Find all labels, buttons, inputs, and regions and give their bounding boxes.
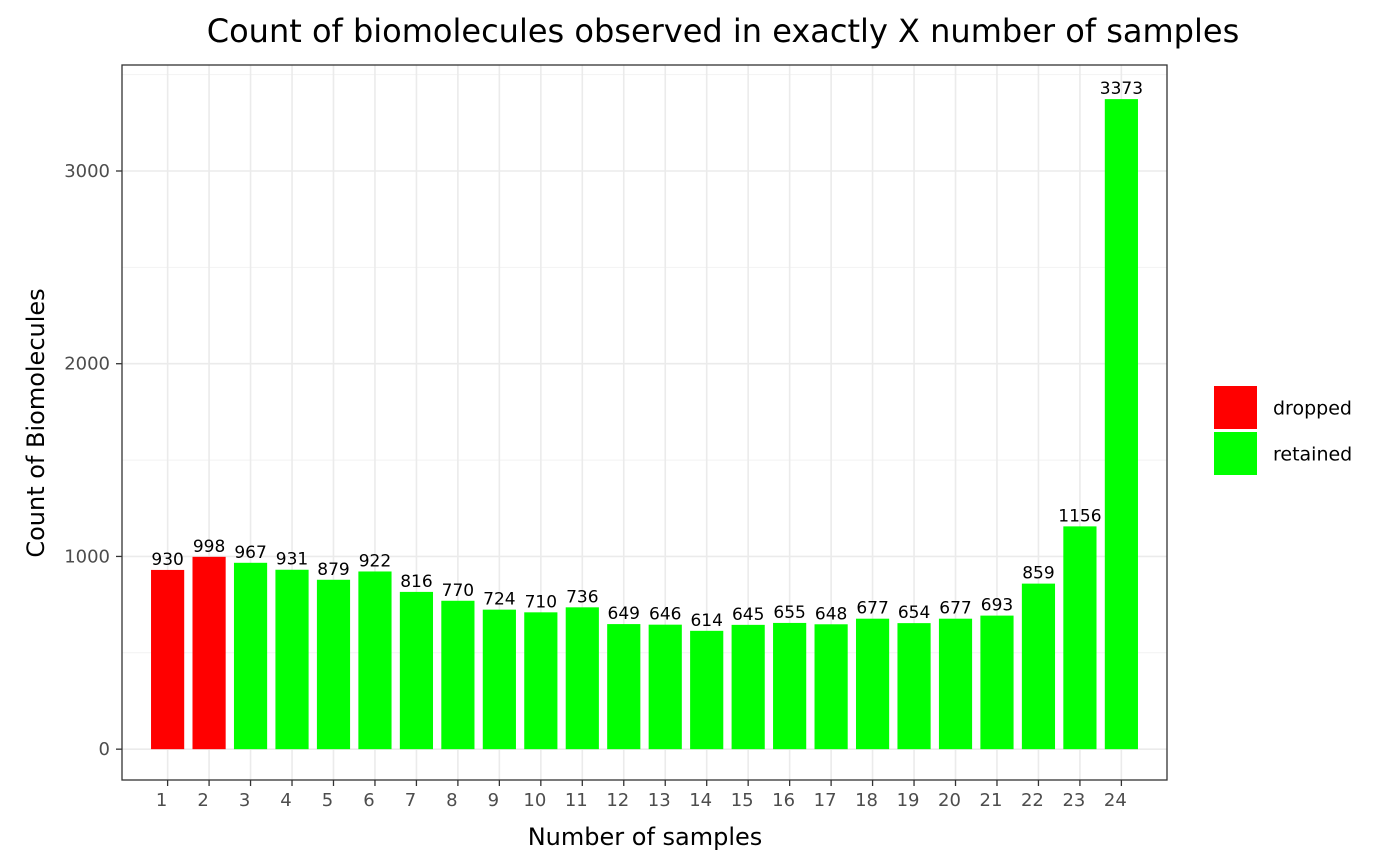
bar-label-21: 693 bbox=[981, 596, 1013, 616]
x-tick-label-14: 14 bbox=[689, 790, 712, 811]
bar-label-9: 724 bbox=[483, 590, 515, 610]
x-tick-label-12: 12 bbox=[606, 790, 629, 811]
bar-1 bbox=[151, 569, 185, 750]
bar-14 bbox=[690, 630, 724, 750]
bars bbox=[151, 99, 1138, 750]
bar-label-4: 931 bbox=[276, 550, 308, 570]
bar-label-3: 967 bbox=[234, 543, 266, 563]
bar-24 bbox=[1104, 99, 1138, 750]
bar-label-22: 859 bbox=[1022, 564, 1054, 584]
x-tick-label-16: 16 bbox=[772, 790, 795, 811]
bar-label-18: 677 bbox=[856, 599, 888, 619]
x-tick-label-20: 20 bbox=[938, 790, 961, 811]
x-tick-label-1: 1 bbox=[156, 790, 167, 811]
x-tick-label-17: 17 bbox=[814, 790, 837, 811]
x-tick-label-21: 21 bbox=[980, 790, 1003, 811]
bar-15 bbox=[731, 624, 765, 750]
y-tick-label: 1000 bbox=[64, 546, 110, 567]
legend-label-dropped: dropped bbox=[1273, 398, 1352, 420]
bar-2 bbox=[192, 556, 226, 750]
x-tick-label-23: 23 bbox=[1062, 790, 1085, 811]
x-tick-label-24: 24 bbox=[1104, 790, 1127, 811]
x-tick-label-2: 2 bbox=[197, 790, 208, 811]
bar-label-12: 649 bbox=[608, 604, 640, 624]
bar-label-8: 770 bbox=[442, 581, 474, 601]
bar-label-7: 816 bbox=[400, 572, 432, 592]
x-tick-label-22: 22 bbox=[1021, 790, 1044, 811]
bar-label-19: 654 bbox=[898, 603, 930, 623]
x-tick-label-6: 6 bbox=[363, 790, 374, 811]
x-axis-title: Number of samples bbox=[528, 823, 763, 851]
x-tick-label-10: 10 bbox=[523, 790, 546, 811]
bar-13 bbox=[648, 624, 682, 750]
bar-label-6: 922 bbox=[359, 551, 391, 571]
x-tick-label-8: 8 bbox=[446, 790, 457, 811]
bar-label-15: 645 bbox=[732, 605, 764, 625]
y-tick-label: 3000 bbox=[64, 161, 110, 182]
x-tick-label-11: 11 bbox=[565, 790, 588, 811]
bar-23 bbox=[1063, 526, 1097, 750]
x-tick-label-4: 4 bbox=[280, 790, 291, 811]
bar-11 bbox=[565, 607, 599, 750]
x-tick-label-19: 19 bbox=[897, 790, 920, 811]
bar-5 bbox=[316, 579, 351, 750]
legend: dropped retained bbox=[1214, 386, 1352, 475]
bar-21 bbox=[980, 615, 1014, 750]
bar-10 bbox=[524, 612, 558, 750]
bar-18 bbox=[855, 618, 890, 750]
chart-title: Count of biomolecules observed in exactl… bbox=[207, 12, 1239, 50]
bar-17 bbox=[814, 624, 848, 750]
bar-labels: 930 998 967 931 879 922 816 770 724 710 736 649 646 6… bbox=[151, 79, 1143, 631]
bar-label-24: 3373 bbox=[1100, 79, 1143, 99]
bar-16 bbox=[773, 622, 807, 750]
bar-label-10: 710 bbox=[525, 592, 557, 612]
y-axis-title: Count of Biomolecules bbox=[22, 288, 50, 557]
bar-12 bbox=[607, 624, 641, 750]
x-tick-label-18: 18 bbox=[855, 790, 878, 811]
x-tick-label-13: 13 bbox=[648, 790, 671, 811]
bar-label-17: 648 bbox=[815, 604, 847, 624]
x-axis: 1 2 3 4 5 6 7 8 9 10 11 12 13 14 15 16 17 18 19 20 21 22 23 24 bbox=[156, 780, 1127, 811]
legend-label-retained: retained bbox=[1273, 444, 1352, 466]
bar-label-5: 879 bbox=[317, 560, 349, 580]
bar-label-20: 677 bbox=[939, 599, 971, 619]
legend-key-retained bbox=[1214, 432, 1257, 475]
plot-panel-border bbox=[121, 64, 1168, 781]
y-axis: 0 1000 2000 3000 bbox=[64, 161, 122, 760]
bar-7 bbox=[399, 591, 434, 750]
bar-19 bbox=[897, 623, 931, 750]
y-tick-label: 0 bbox=[99, 739, 110, 760]
bar-4 bbox=[275, 569, 309, 750]
bar-label-23: 1156 bbox=[1058, 506, 1101, 526]
bar-label-16: 655 bbox=[773, 603, 805, 623]
bar-6 bbox=[358, 571, 392, 750]
x-tick-label-9: 9 bbox=[488, 790, 499, 811]
x-tick-label-7: 7 bbox=[405, 790, 416, 811]
bar-22 bbox=[1021, 583, 1056, 750]
bar-8 bbox=[441, 600, 475, 750]
bar-label-11: 736 bbox=[566, 587, 598, 607]
bar-9 bbox=[482, 609, 516, 750]
x-tick-label-5: 5 bbox=[322, 790, 333, 811]
x-tick-label-15: 15 bbox=[731, 790, 754, 811]
bar-label-1: 930 bbox=[151, 550, 183, 570]
bar-20 bbox=[938, 618, 973, 750]
y-tick-label: 2000 bbox=[64, 354, 110, 375]
bar-3 bbox=[233, 562, 268, 750]
bar-label-2: 998 bbox=[193, 537, 225, 557]
legend-key-dropped bbox=[1214, 386, 1257, 429]
x-tick-label-3: 3 bbox=[239, 790, 250, 811]
bar-label-13: 646 bbox=[649, 605, 681, 625]
bar-label-14: 614 bbox=[690, 611, 722, 631]
